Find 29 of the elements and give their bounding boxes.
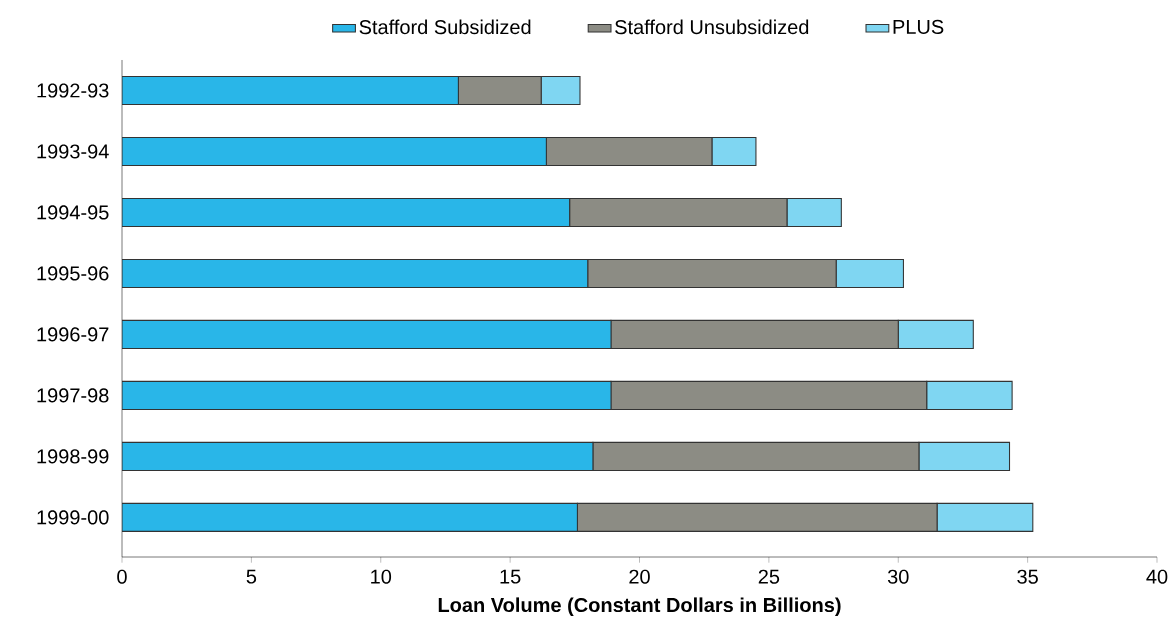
bar: [122, 502, 578, 532]
legend-label: Stafford Subsidized: [359, 19, 531, 35]
y-tick-label: 1995-96: [37, 266, 109, 281]
bar: [122, 380, 612, 410]
y-tick-label: 1998-99: [37, 449, 109, 464]
y-tick-label: 1996-97: [37, 327, 109, 342]
bar: [122, 319, 612, 349]
x-tick-label: 30: [887, 569, 909, 584]
y-tick-label: 1997-98: [37, 388, 109, 403]
y-tick-label: 1994-95: [37, 205, 109, 220]
y-tick-label: 1999-00: [37, 510, 109, 525]
x-tick-label: 5: [246, 569, 257, 584]
x-tick-label: 10: [371, 569, 392, 584]
x-tick-label: 35: [1017, 569, 1038, 584]
x-tick-label: 25: [758, 569, 780, 584]
bar: [122, 441, 594, 471]
x-tick-label: 40: [1146, 569, 1168, 584]
bar: [122, 197, 571, 228]
x-tick-label: 0: [117, 569, 127, 584]
x-tick-label: 20: [629, 569, 650, 584]
bar: [122, 75, 459, 106]
y-tick-label: 1993-94: [37, 144, 109, 159]
x-axis-title: Loan Volume (Constant Dollars in Billions): [438, 597, 841, 617]
y-tick-label: 1992-93: [37, 83, 109, 98]
x-tick-label: 15: [500, 569, 521, 584]
legend-label: PLUS: [893, 19, 944, 34]
bar: [122, 136, 547, 167]
bar: [122, 258, 589, 288]
legend-label: Stafford Unsubsidized: [615, 19, 809, 35]
